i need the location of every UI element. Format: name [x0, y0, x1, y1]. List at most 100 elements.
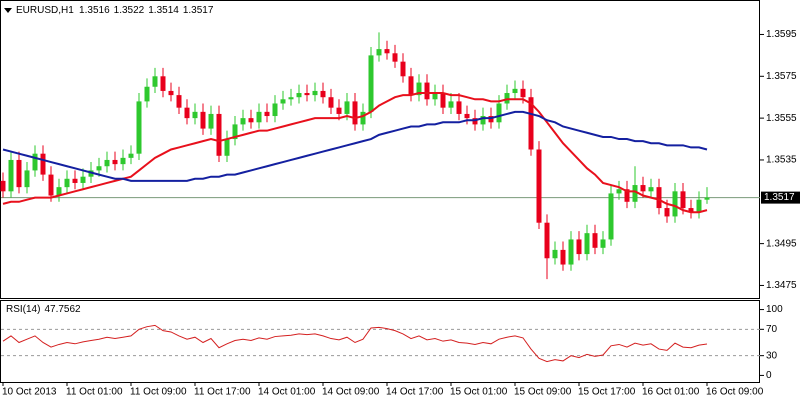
- x-tick-label: 11 Oct 17:00: [194, 387, 251, 398]
- candle-body: [608, 193, 614, 240]
- x-tick-label: 15 Oct 09:00: [514, 387, 572, 398]
- candle-body: [704, 197, 710, 200]
- candle-body: [56, 187, 62, 196]
- candle-body: [504, 93, 510, 104]
- candle-body: [536, 149, 542, 223]
- current-price-box: [761, 191, 800, 204]
- candle-body: [488, 116, 494, 123]
- candle-body: [512, 88, 518, 94]
- candle-body: [248, 118, 254, 123]
- candle-body: [144, 86, 150, 102]
- candle-body: [576, 239, 582, 255]
- menu-arrow: [4, 8, 12, 13]
- candle-body: [496, 103, 502, 123]
- last-low: 1.3514: [148, 5, 179, 16]
- candle-body: [304, 93, 310, 96]
- candle-body: [376, 49, 382, 56]
- candle-body: [320, 90, 326, 98]
- x-tick-label: 16 Oct 01:00: [642, 387, 700, 398]
- candle-body: [480, 116, 486, 125]
- candle-body: [368, 55, 374, 112]
- candle-body: [344, 101, 350, 114]
- candle-body: [352, 101, 358, 125]
- candle-body: [560, 249, 566, 265]
- symbol: EURUSD,H1: [16, 5, 74, 16]
- candle-body: [232, 124, 238, 140]
- candle-body: [152, 76, 158, 87]
- candle-body: [40, 153, 46, 175]
- chart-header: EURUSD,H1 1.3516 1.3522 1.3514 1.3517: [16, 5, 214, 16]
- x-tick-label: 10 Oct 2013: [2, 387, 57, 398]
- candle-body: [600, 239, 606, 248]
- candle-body: [656, 187, 662, 209]
- candle-body: [520, 88, 526, 98]
- candle-body: [664, 208, 670, 217]
- rsi-tick-label: 0: [766, 370, 772, 381]
- candle-body: [112, 159, 118, 165]
- candle-body: [464, 113, 470, 119]
- candle-body: [472, 118, 478, 125]
- y-tick-label: 1.3595: [766, 29, 797, 40]
- candle-body: [680, 191, 686, 209]
- rsi-tick-label: 30: [766, 350, 778, 361]
- candle-body: [240, 118, 246, 125]
- candle-body: [0, 180, 6, 192]
- candle-body: [160, 76, 166, 91]
- y-tick-label: 1.3475: [766, 280, 797, 291]
- candle-body: [616, 189, 622, 194]
- candle-body: [360, 111, 366, 125]
- candle-body: [192, 111, 198, 119]
- candle-body: [24, 170, 30, 188]
- candle-body: [176, 95, 182, 108]
- candle-body: [624, 189, 630, 202]
- last-open: 1.3516: [79, 5, 110, 16]
- candle-body: [688, 208, 694, 213]
- candle-body: [416, 82, 422, 96]
- candle-body: [384, 49, 390, 54]
- y-tick-label: 1.3555: [766, 113, 797, 124]
- candle-body: [440, 93, 446, 108]
- rsi-last: 47.7562: [44, 304, 81, 315]
- candle-body: [408, 76, 414, 96]
- candle-body: [336, 107, 342, 114]
- candle-body: [80, 176, 86, 183]
- candle-body: [544, 222, 550, 259]
- candle-body: [448, 101, 454, 108]
- candle-body: [648, 187, 654, 192]
- x-tick-label: 11 Oct 01:00: [66, 387, 123, 398]
- candle-body: [552, 249, 558, 259]
- candle-body: [8, 159, 14, 192]
- x-tick-label: 14 Oct 01:00: [258, 387, 316, 398]
- candle-body: [256, 111, 262, 123]
- candle-body: [184, 107, 190, 119]
- candle-body: [72, 178, 78, 183]
- rsi-line: [2, 324, 708, 363]
- current-price-label: 1.3517: [764, 192, 795, 203]
- candle-body: [696, 199, 702, 213]
- candle-body: [592, 233, 598, 248]
- x-tick-label: 15 Oct 17:00: [578, 387, 636, 398]
- last-close: 1.3517: [183, 5, 214, 16]
- candle-body: [632, 185, 638, 202]
- moving-average: [2, 110, 708, 182]
- candle-body: [432, 93, 438, 100]
- candle-body: [208, 113, 214, 129]
- candle-body: [272, 103, 278, 117]
- candle-body: [216, 113, 222, 156]
- candle-body: [456, 101, 462, 114]
- candle-body: [672, 191, 678, 217]
- candle-body: [296, 93, 302, 98]
- candle-body: [136, 101, 142, 154]
- candle-body: [280, 99, 286, 104]
- candle-body: [568, 239, 574, 265]
- candle-body: [16, 159, 22, 188]
- rsi-title: RSI(14): [6, 304, 40, 315]
- rsi-tick-label: 70: [766, 324, 778, 335]
- candle-body: [392, 53, 398, 62]
- x-tick-label: 15 Oct 01:00: [450, 387, 508, 398]
- candle-body: [200, 111, 206, 129]
- candle-body: [528, 97, 534, 150]
- candle-body: [288, 97, 294, 100]
